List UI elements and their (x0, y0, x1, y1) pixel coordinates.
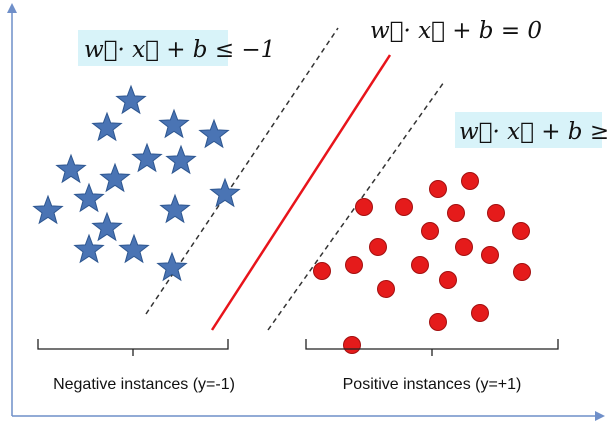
dot-icon (512, 222, 530, 240)
star-icon (115, 84, 147, 115)
positive-equation-highlight (455, 112, 602, 148)
dot-icon (421, 222, 439, 240)
negative-caption: Negative instances (y=-1) (53, 376, 235, 393)
positive-instances (313, 172, 531, 354)
negative-instances (32, 84, 241, 282)
star-icon (158, 108, 190, 139)
decision-boundary-line (210, 54, 392, 331)
dot-icon (343, 336, 361, 354)
positive-margin-equation: w⃗· x⃗ + b ≥ +1 (459, 119, 607, 145)
dot-icon (429, 313, 447, 331)
dot-icon (377, 280, 395, 298)
dot-icon (395, 198, 413, 216)
dot-icon (429, 180, 447, 198)
dot-icon (355, 198, 373, 216)
dot-icon (411, 256, 429, 274)
dot-icon (313, 262, 331, 280)
star-icon (32, 194, 64, 225)
dot-icon (439, 271, 457, 289)
decision-boundary-equation: w⃗· x⃗ + b = 0 (370, 18, 542, 44)
negative-margin-equation: w⃗· x⃗ + b ≤ −1 (84, 37, 275, 63)
star-icon (165, 144, 197, 175)
dot-icon (513, 263, 531, 281)
positive-brace (305, 339, 559, 356)
negative-equation-highlight (78, 30, 228, 66)
star-icon (99, 162, 131, 193)
star-icon (91, 211, 123, 242)
star-icon (118, 233, 150, 264)
star-icon (73, 233, 105, 264)
dot-icon (481, 246, 499, 264)
star-icon (156, 251, 188, 282)
positive-caption: Positive instances (y=+1) (343, 376, 522, 393)
star-icon (209, 177, 241, 208)
positive-margin-line (267, 81, 445, 331)
negative-brace (37, 339, 229, 356)
dot-icon (487, 204, 505, 222)
dot-icon (369, 238, 387, 256)
dot-icon (461, 172, 479, 190)
star-icon (131, 142, 163, 173)
dot-icon (455, 238, 473, 256)
star-icon (198, 118, 230, 149)
dot-icon (471, 304, 489, 322)
star-icon (73, 182, 105, 213)
dot-icon (447, 204, 465, 222)
star-icon (91, 111, 123, 142)
star-icon (159, 193, 191, 224)
star-icon (55, 153, 87, 184)
dot-icon (345, 256, 363, 274)
